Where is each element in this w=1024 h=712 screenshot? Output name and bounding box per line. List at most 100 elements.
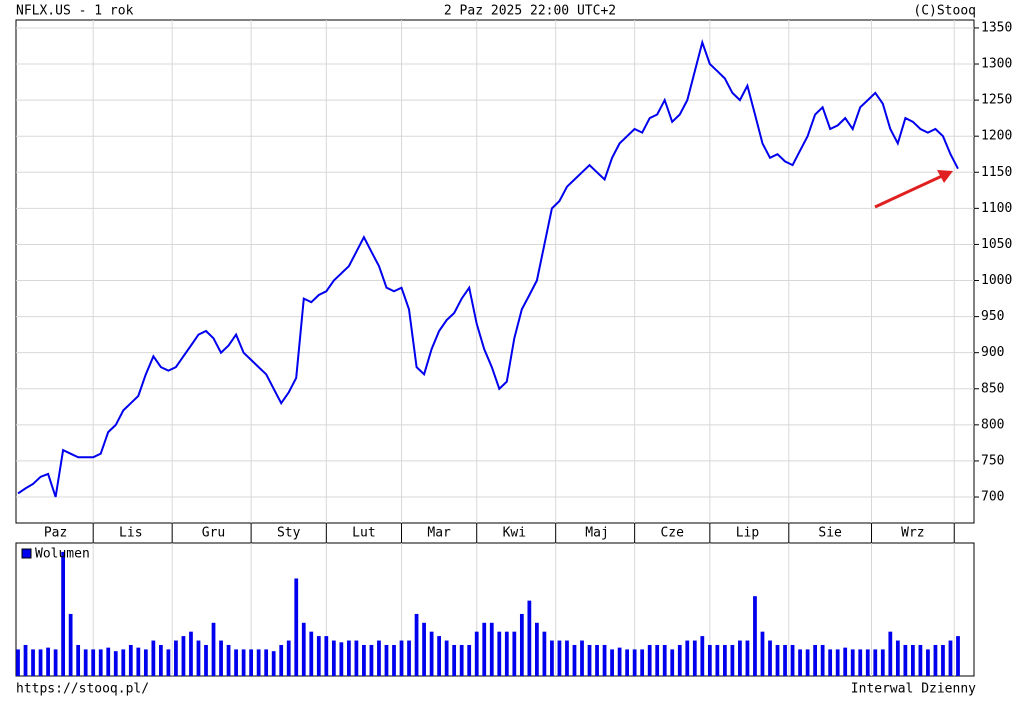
header-right: (C)Stooq xyxy=(913,4,976,19)
volume-bar xyxy=(91,649,96,676)
volume-bar xyxy=(407,640,411,676)
annotation-arrow xyxy=(874,174,943,209)
volume-bar xyxy=(226,644,231,676)
volume-bar xyxy=(181,636,186,676)
volume-bar xyxy=(362,644,366,676)
volume-bar xyxy=(640,649,645,676)
y-tick-label: 1250 xyxy=(981,93,1012,108)
y-tick-label: 950 xyxy=(981,309,1004,324)
volume-bar xyxy=(474,631,479,676)
volume-bar xyxy=(53,649,58,676)
volume-bar xyxy=(535,622,539,676)
volume-bar xyxy=(497,631,502,676)
volume-bar xyxy=(926,649,930,676)
volume-bar xyxy=(655,644,660,676)
y-tick-label: 1100 xyxy=(981,201,1012,216)
volume-bar xyxy=(858,649,863,676)
y-tick-label: 700 xyxy=(981,490,1004,505)
header-left: NFLX.US - 1 rok xyxy=(16,4,134,19)
volume-bar xyxy=(647,644,652,676)
volume-bar xyxy=(234,649,238,676)
volume-bar xyxy=(948,640,953,676)
volume-bar xyxy=(850,649,855,676)
volume-bar xyxy=(685,640,690,676)
volume-bar xyxy=(219,640,223,676)
volume-bar xyxy=(264,649,269,676)
volume-bar xyxy=(121,649,126,676)
volume-bar xyxy=(753,596,757,676)
volume-bar xyxy=(354,640,359,676)
volume-bar xyxy=(128,644,133,676)
y-tick-label: 1000 xyxy=(981,273,1012,288)
y-tick-label: 800 xyxy=(981,417,1004,432)
volume-bar xyxy=(166,649,171,676)
volume-bar xyxy=(527,600,532,676)
volume-bar xyxy=(331,640,336,676)
volume-bar xyxy=(241,649,246,676)
volume-bar xyxy=(437,636,441,676)
y-tick-label: 900 xyxy=(981,345,1004,360)
volume-bar xyxy=(489,622,494,676)
volume-bar xyxy=(512,631,517,676)
volume-bar xyxy=(768,640,772,676)
x-tick-label: Gru xyxy=(202,526,225,541)
legend-swatch xyxy=(21,548,32,559)
volume-bar xyxy=(377,640,381,676)
volume-bar xyxy=(279,644,284,676)
volume-bar xyxy=(790,644,795,676)
volume-bar xyxy=(211,622,216,676)
volume-bar xyxy=(444,640,449,676)
y-tick-label: 1150 xyxy=(981,165,1012,180)
volume-bar xyxy=(835,649,840,676)
volume-bar xyxy=(903,644,908,676)
volume-bar xyxy=(504,631,509,676)
volume-bar xyxy=(632,649,637,676)
volume-bar xyxy=(271,651,276,676)
volume-bar xyxy=(595,644,599,676)
volume-bar xyxy=(873,649,878,676)
volume-bar xyxy=(294,578,299,676)
volume-bar xyxy=(159,644,163,676)
volume-bar xyxy=(715,644,720,676)
volume-bar xyxy=(572,644,577,676)
volume-bar xyxy=(565,640,569,676)
volume-bar xyxy=(61,551,65,676)
volume-bar xyxy=(918,644,923,676)
y-tick-label: 850 xyxy=(981,381,1004,396)
annotation-arrow-head xyxy=(937,170,953,183)
volume-bar xyxy=(865,649,870,676)
volume-bar xyxy=(542,631,547,676)
volume-bar xyxy=(610,649,614,676)
volume-bar xyxy=(580,640,584,676)
volume-bar xyxy=(880,649,885,676)
volume-bar xyxy=(384,644,389,676)
volume-bar xyxy=(339,642,344,676)
volume-bar xyxy=(459,644,464,676)
volume-bar xyxy=(692,640,697,676)
volume-bar xyxy=(347,640,351,676)
volume-bar xyxy=(301,622,306,676)
volume-bar xyxy=(888,631,893,676)
volume-bar xyxy=(602,644,607,676)
header-center: 2 Paz 2025 22:00 UTC+2 xyxy=(444,4,616,19)
legend-label: Wolumen xyxy=(35,547,90,562)
volume-bar xyxy=(309,631,314,676)
footer-left: https://stooq.pl/ xyxy=(16,682,149,697)
volume-bar xyxy=(46,647,50,676)
volume-bar xyxy=(429,631,434,676)
x-tick-label: Kwi xyxy=(503,526,526,541)
y-tick-label: 1200 xyxy=(981,129,1012,144)
volume-bar xyxy=(700,636,705,676)
volume-bar xyxy=(196,640,201,676)
volume-bar xyxy=(414,613,419,676)
volume-bar xyxy=(745,640,750,676)
volume-bar xyxy=(452,644,457,676)
x-tick-label: Wrz xyxy=(901,526,924,541)
volume-bar xyxy=(956,636,960,676)
volume-bar xyxy=(31,649,35,676)
volume-bar xyxy=(670,649,675,676)
volume-bar xyxy=(151,640,156,676)
volume-bar xyxy=(828,649,833,676)
volume-bar xyxy=(68,613,73,676)
volume-bar xyxy=(798,649,802,676)
